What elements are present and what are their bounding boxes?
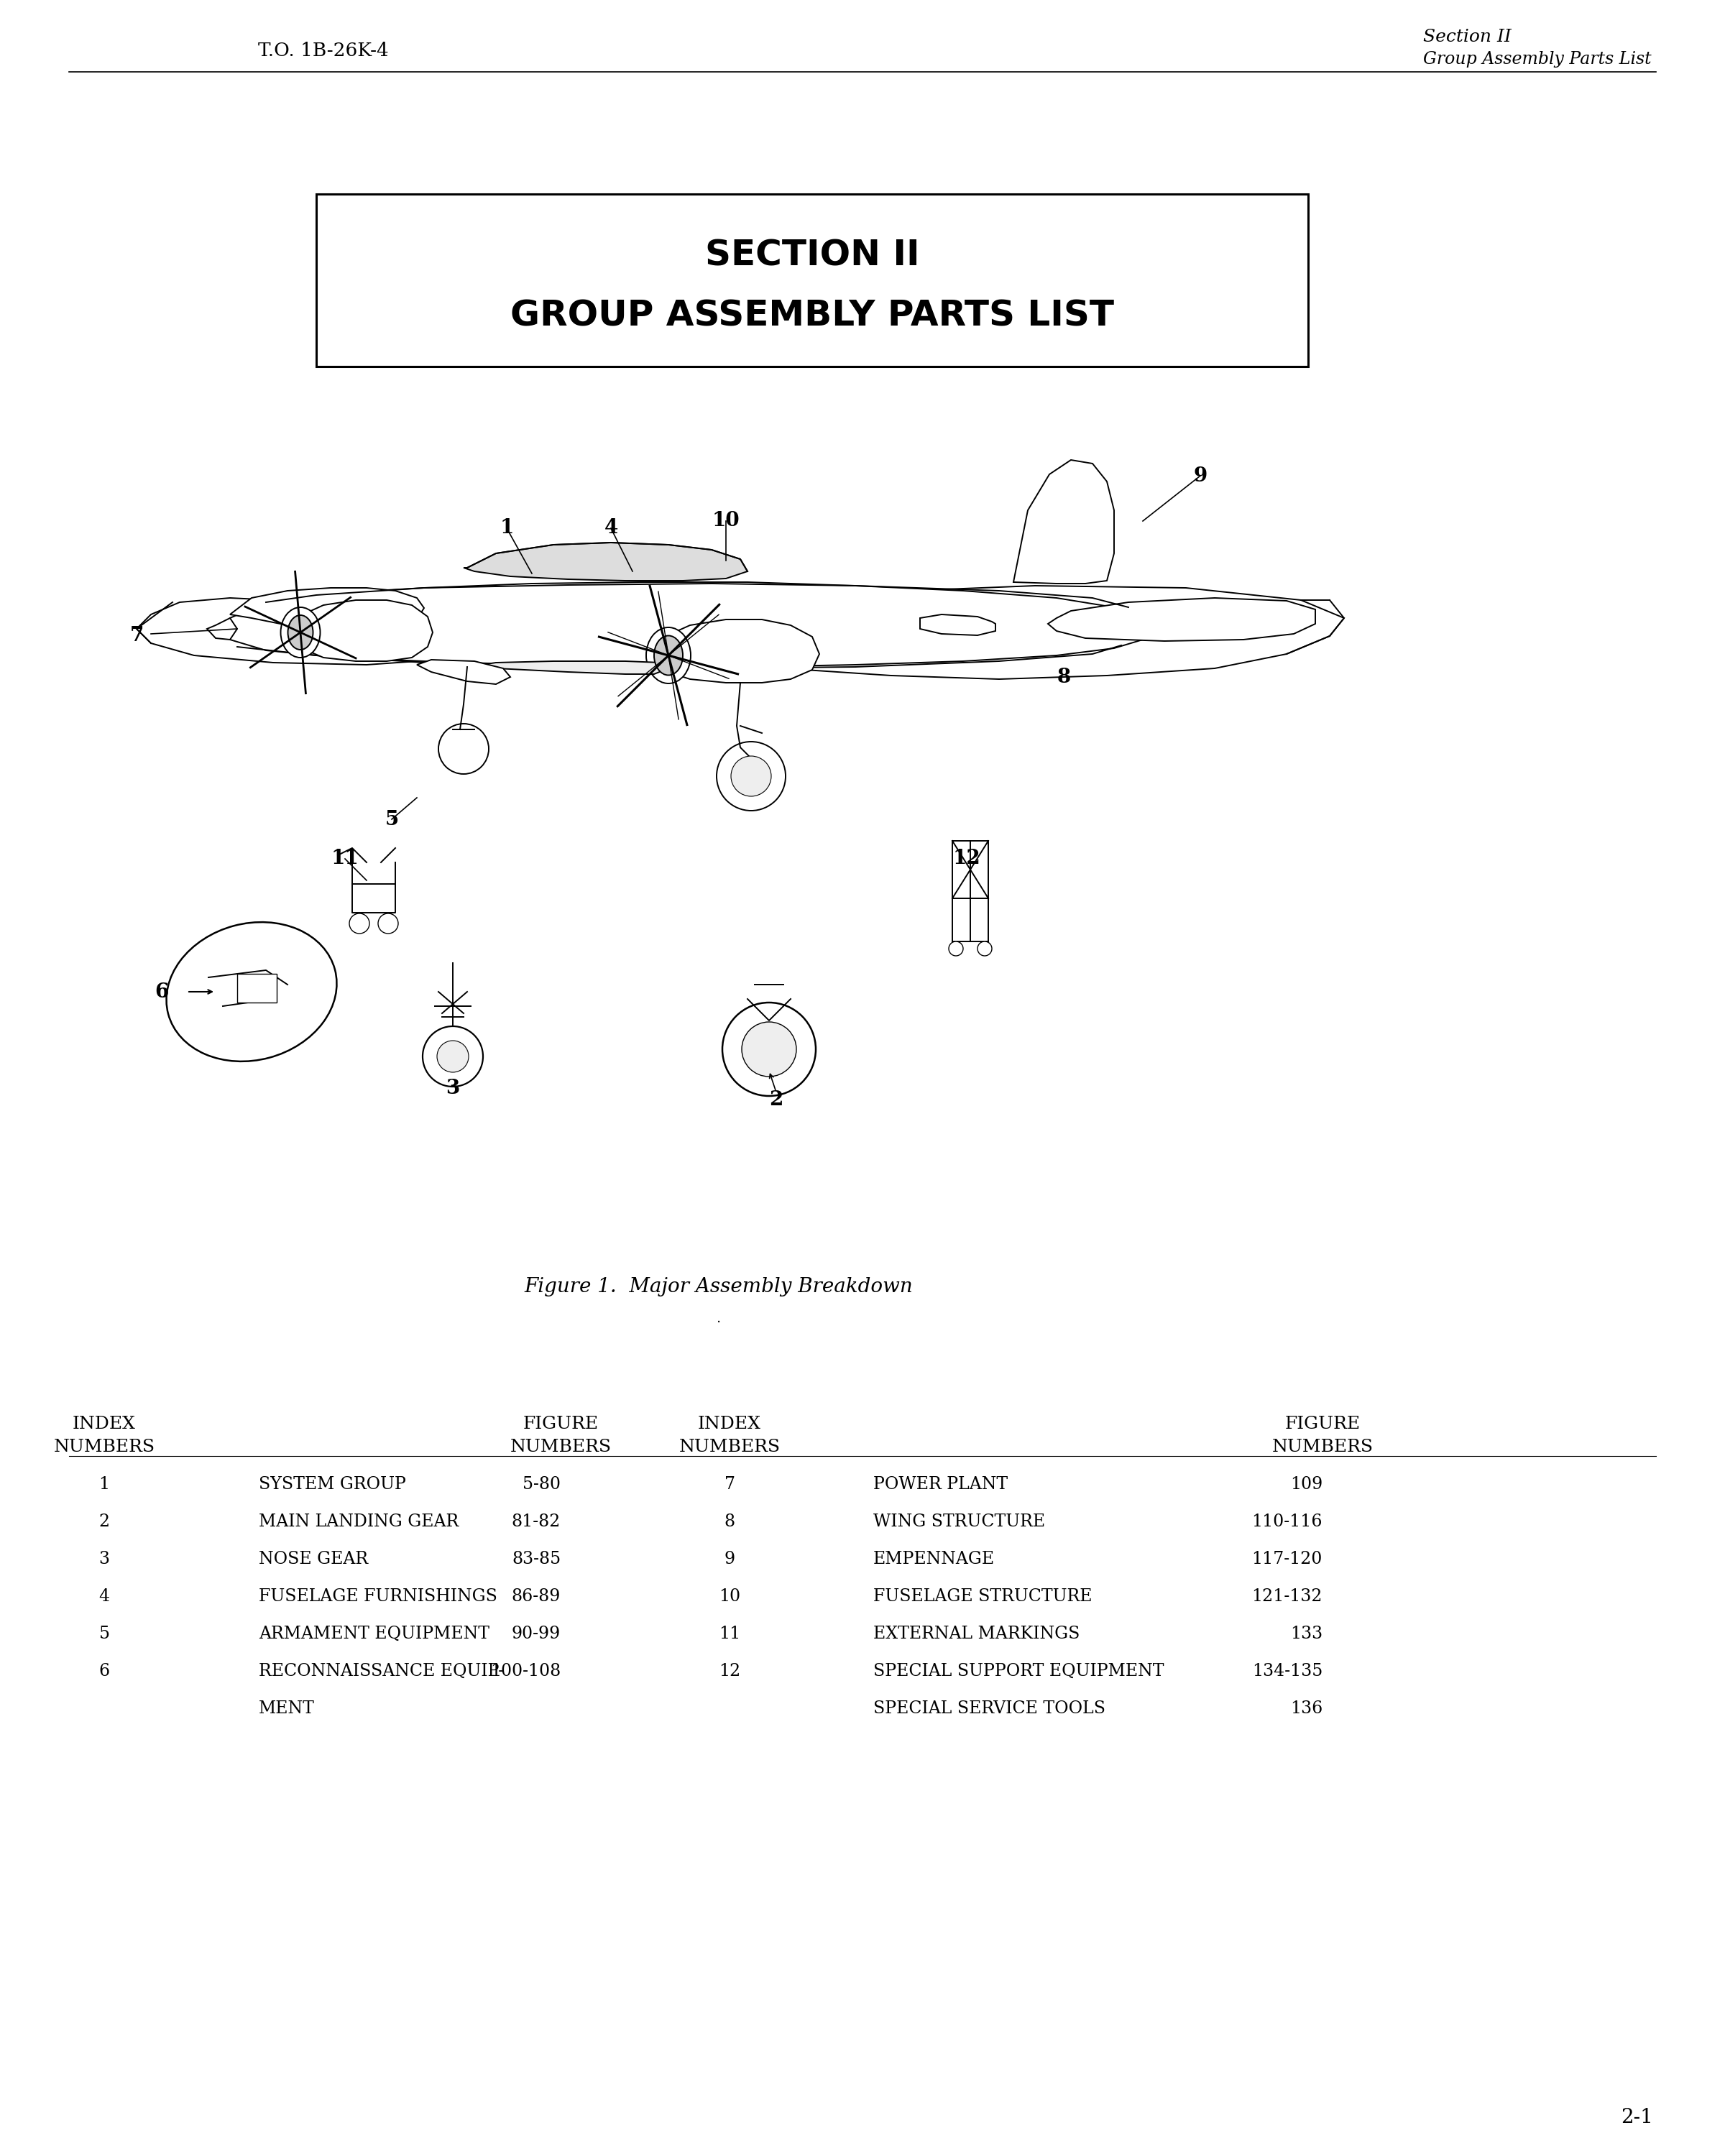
- Polygon shape: [1049, 597, 1316, 640]
- Text: Section II: Section II: [1423, 30, 1511, 45]
- Ellipse shape: [166, 923, 336, 1061]
- Ellipse shape: [281, 608, 321, 658]
- Polygon shape: [288, 599, 433, 662]
- Text: 81-82: 81-82: [512, 1514, 561, 1531]
- Text: 133: 133: [1290, 1626, 1323, 1643]
- Text: Group Assembly Parts List: Group Assembly Parts List: [1423, 52, 1651, 67]
- Circle shape: [423, 1026, 483, 1087]
- Text: 86-89: 86-89: [512, 1589, 561, 1604]
- Text: 2: 2: [769, 1091, 783, 1108]
- Text: 10: 10: [719, 1589, 740, 1604]
- Text: 5: 5: [385, 811, 398, 830]
- Text: NUMBERS: NUMBERS: [511, 1438, 611, 1455]
- Text: EXTERNAL MARKINGS: EXTERNAL MARKINGS: [873, 1626, 1080, 1643]
- Text: FIGURE: FIGURE: [523, 1416, 599, 1432]
- Circle shape: [949, 942, 963, 955]
- Text: MENT: MENT: [259, 1701, 314, 1716]
- Polygon shape: [223, 582, 1151, 666]
- Text: SPECIAL SUPPORT EQUIPMENT: SPECIAL SUPPORT EQUIPMENT: [873, 1662, 1164, 1680]
- Text: 10: 10: [712, 511, 740, 530]
- Text: 11: 11: [719, 1626, 740, 1643]
- Circle shape: [716, 742, 785, 811]
- Circle shape: [438, 724, 488, 774]
- Text: 8: 8: [1057, 668, 1071, 686]
- Text: 5: 5: [98, 1626, 110, 1643]
- Polygon shape: [417, 660, 511, 683]
- Text: 117-120: 117-120: [1252, 1550, 1323, 1567]
- Text: FUSELAGE FURNISHINGS: FUSELAGE FURNISHINGS: [259, 1589, 497, 1604]
- Text: 9: 9: [1194, 466, 1208, 485]
- Circle shape: [436, 1041, 469, 1072]
- Text: INDEX: INDEX: [72, 1416, 136, 1432]
- Text: GROUP ASSEMBLY PARTS LIST: GROUP ASSEMBLY PARTS LIST: [511, 300, 1114, 334]
- Text: SPECIAL SERVICE TOOLS: SPECIAL SERVICE TOOLS: [873, 1701, 1106, 1716]
- Polygon shape: [554, 586, 1344, 679]
- Text: 12: 12: [719, 1662, 740, 1680]
- Text: NUMBERS: NUMBERS: [53, 1438, 155, 1455]
- Text: 136: 136: [1290, 1701, 1323, 1716]
- Text: 110-116: 110-116: [1252, 1514, 1323, 1531]
- Text: 4: 4: [98, 1589, 110, 1604]
- Polygon shape: [464, 543, 747, 580]
- Text: 12: 12: [952, 849, 980, 869]
- Circle shape: [731, 757, 771, 796]
- Text: 2: 2: [98, 1514, 110, 1531]
- Text: NUMBERS: NUMBERS: [680, 1438, 780, 1455]
- Text: 11: 11: [331, 849, 359, 869]
- Text: 100-108: 100-108: [490, 1662, 561, 1680]
- Text: POWER PLANT: POWER PLANT: [873, 1477, 1007, 1492]
- Ellipse shape: [654, 636, 683, 675]
- Text: 7: 7: [724, 1477, 735, 1492]
- Text: 134-135: 134-135: [1252, 1662, 1323, 1680]
- Polygon shape: [647, 619, 819, 683]
- Circle shape: [348, 914, 369, 934]
- Text: 90-99: 90-99: [512, 1626, 561, 1643]
- Text: MAIN LANDING GEAR: MAIN LANDING GEAR: [259, 1514, 459, 1531]
- Polygon shape: [229, 589, 424, 630]
- Text: SYSTEM GROUP: SYSTEM GROUP: [259, 1477, 405, 1492]
- Text: RECONNAISSANCE EQUIP-: RECONNAISSANCE EQUIP-: [259, 1662, 504, 1680]
- Text: 121-132: 121-132: [1252, 1589, 1323, 1604]
- Bar: [238, 975, 276, 1003]
- Bar: [316, 194, 1308, 367]
- Text: INDEX: INDEX: [699, 1416, 761, 1432]
- Text: 2-1: 2-1: [1622, 2109, 1653, 2128]
- Polygon shape: [207, 619, 238, 640]
- Polygon shape: [136, 597, 467, 664]
- Circle shape: [978, 942, 992, 955]
- Text: 8: 8: [724, 1514, 735, 1531]
- Text: 4: 4: [604, 520, 618, 539]
- Ellipse shape: [288, 614, 312, 649]
- Polygon shape: [919, 614, 995, 636]
- Text: T.O. 1B-26K-4: T.O. 1B-26K-4: [259, 41, 388, 60]
- Circle shape: [378, 914, 398, 934]
- Text: 83-85: 83-85: [512, 1550, 561, 1567]
- Text: WING STRUCTURE: WING STRUCTURE: [873, 1514, 1045, 1531]
- Ellipse shape: [647, 627, 690, 683]
- Text: 6: 6: [155, 983, 169, 1000]
- Text: 7: 7: [129, 625, 143, 647]
- Polygon shape: [1014, 459, 1114, 584]
- Text: ARMAMENT EQUIPMENT: ARMAMENT EQUIPMENT: [259, 1626, 490, 1643]
- Text: 9: 9: [724, 1550, 735, 1567]
- Text: 3: 3: [98, 1550, 110, 1567]
- Text: 3: 3: [445, 1078, 461, 1100]
- Text: 1: 1: [500, 520, 514, 539]
- Text: FUSELAGE STRUCTURE: FUSELAGE STRUCTURE: [873, 1589, 1092, 1604]
- Text: 5-80: 5-80: [523, 1477, 561, 1492]
- Text: NUMBERS: NUMBERS: [1271, 1438, 1373, 1455]
- Text: .: .: [716, 1311, 721, 1326]
- Text: 6: 6: [98, 1662, 110, 1680]
- Text: 1: 1: [98, 1477, 110, 1492]
- Text: 109: 109: [1290, 1477, 1323, 1492]
- Circle shape: [742, 1022, 797, 1076]
- Text: FIGURE: FIGURE: [1285, 1416, 1361, 1432]
- Text: SECTION II: SECTION II: [706, 237, 919, 272]
- Text: Figure 1.  Major Assembly Breakdown: Figure 1. Major Assembly Breakdown: [524, 1276, 913, 1296]
- Polygon shape: [481, 662, 669, 675]
- Text: NOSE GEAR: NOSE GEAR: [259, 1550, 367, 1567]
- Text: EMPENNAGE: EMPENNAGE: [873, 1550, 995, 1567]
- Circle shape: [723, 1003, 816, 1095]
